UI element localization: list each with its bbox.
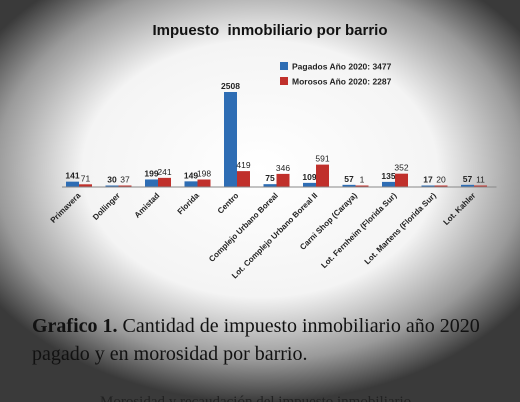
caption-text: Cantidad de impuesto inmobiliario año 20… (32, 315, 480, 365)
footer-text: Morosidad y recaudación del impuesto inm… (100, 394, 412, 402)
x-tick-label: Lot. Martens (Florida Sur) (363, 191, 438, 266)
data-label: 71 (81, 173, 91, 183)
x-tick-label: Dollinger (91, 191, 122, 222)
x-tick-labels: Primavera Dollinger Amistad Florida CentroCo… (49, 191, 478, 281)
bar-pagados (263, 184, 277, 187)
bar-pagados (66, 181, 79, 187)
data-label: 346 (276, 163, 290, 173)
bar-pagados (224, 92, 237, 187)
data-label: 17 (423, 175, 433, 185)
data-label: 109 (302, 172, 316, 182)
data-label: 352 (394, 163, 408, 173)
data-label: 141 (65, 171, 79, 181)
bar-morosos (474, 185, 487, 187)
data-label: 199 (144, 168, 158, 178)
bar-pagados (342, 184, 356, 187)
data-label: 57 (344, 174, 354, 184)
data-label: 1 (360, 175, 365, 185)
legend-swatch (280, 62, 288, 70)
bar-morosos (237, 171, 250, 187)
x-tick-label: Lot. Complejo Urbano Boreal II (230, 191, 319, 280)
data-label: 20 (436, 175, 446, 185)
bar-morosos (79, 184, 92, 187)
x-tick-label: Complejo Urbano Boreal (207, 191, 280, 264)
bar-pagados (421, 185, 435, 187)
x-tick-label: Centro (216, 191, 241, 216)
data-label: 2508 (221, 81, 240, 91)
bar-pagados (145, 179, 158, 187)
data-label: 241 (157, 167, 171, 177)
x-tick-label: Amistad (133, 191, 162, 220)
bar-pagados (184, 181, 198, 187)
bar-pagados (382, 181, 395, 187)
x-tick-label: Primavera (49, 191, 83, 225)
figure-caption: Grafico 1. Cantidad de impuesto inmobili… (32, 312, 502, 368)
data-label: 37 (120, 175, 130, 185)
legend-entry: Morosos Año 2020: 2287 (292, 77, 392, 87)
data-label: 57 (463, 174, 473, 184)
caption-label: Grafico 1. (32, 315, 118, 337)
bar-morosos (434, 185, 448, 187)
bar-morosos (118, 185, 132, 187)
chart-legend: Pagados Año 2020: 3477 Morosos Año 2020: … (280, 62, 392, 87)
data-label: 591 (315, 154, 329, 164)
bar-morosos (197, 179, 211, 187)
x-tick-label: Lot. Kahler (442, 191, 478, 227)
x-tick-label: Florida (176, 191, 202, 217)
legend-swatch (280, 77, 288, 85)
chart-title: Impuesto inmobiliario por barrio (152, 22, 387, 39)
data-label: 30 (107, 175, 117, 185)
x-tick-label: Lot. Fernheim (Florida Sur) (319, 191, 398, 270)
data-label: 198 (197, 169, 211, 179)
bar-morosos (316, 164, 329, 187)
bar-pagados (461, 184, 474, 187)
legend-entry: Pagados Año 2020: 3477 (292, 62, 392, 72)
bar-morosos (395, 173, 408, 187)
bar-morosos (355, 185, 369, 187)
bar-pagados (303, 182, 316, 187)
bar-morosos (158, 177, 171, 187)
data-label: 11 (476, 175, 485, 185)
data-label: 419 (236, 160, 250, 170)
data-label: 149 (184, 170, 198, 180)
data-label: 135 (381, 171, 395, 181)
bar-morosos (276, 173, 290, 187)
data-label: 75 (265, 173, 275, 183)
bar-pagados (105, 185, 119, 187)
